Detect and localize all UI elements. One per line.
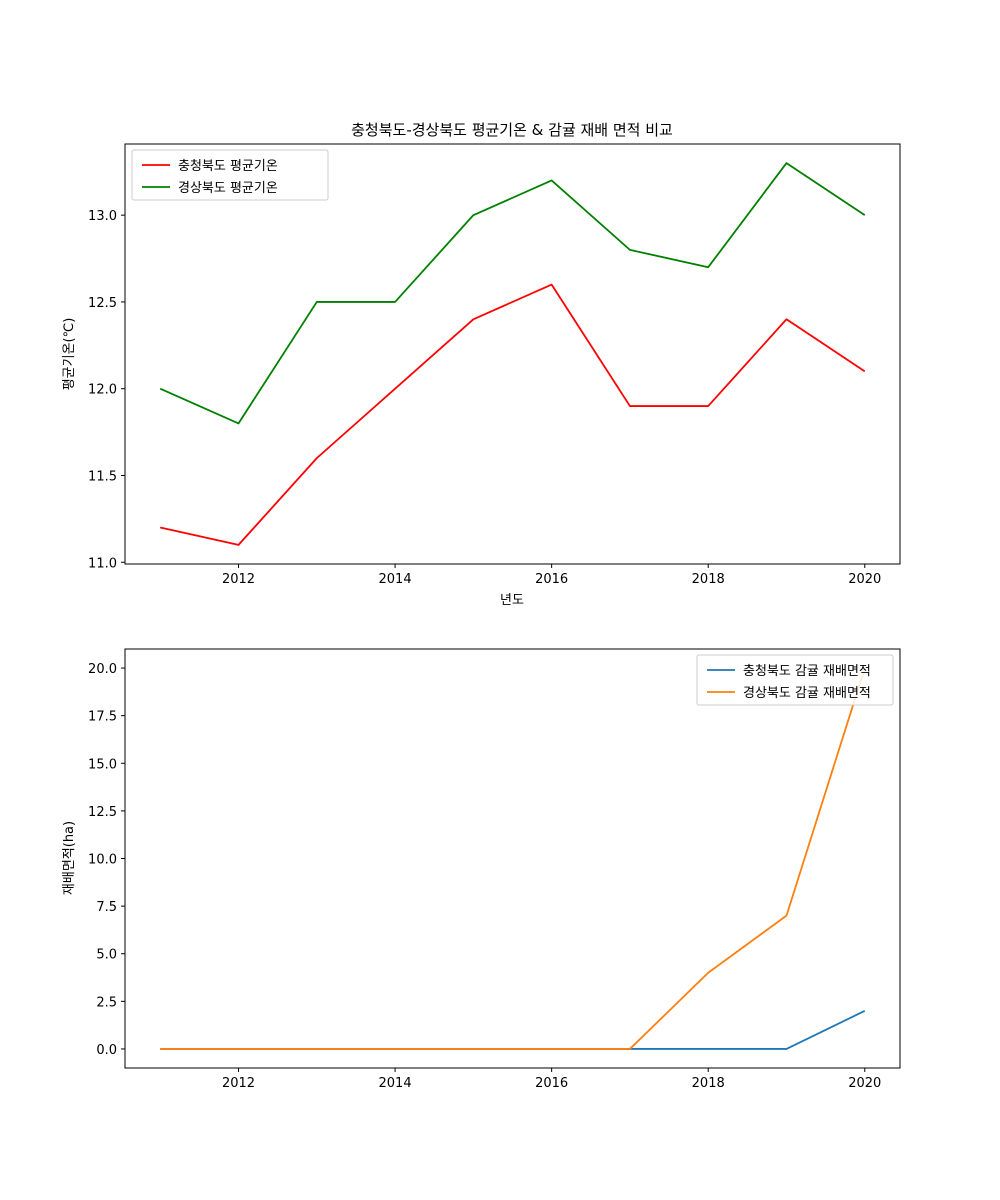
bottom-yticks: 0.0 2.5 5.0 7.5 10.0 12.5 15.0 17.5 20.0 (88, 662, 125, 1058)
top-plot-frame (124, 143, 901, 565)
x-tick-label: 2014 (379, 1076, 412, 1091)
y-tick-label: 2.5 (96, 995, 117, 1010)
legend-label: 경상북도 감귤 재배면적 (743, 686, 871, 701)
bottom-axes: 2012 2014 2016 2018 2020 0.0 2.5 5.0 7.5 10.0 12.… (62, 648, 901, 1091)
y-tick-label: 17.5 (88, 710, 117, 725)
legend-box (131, 149, 329, 201)
x-tick-label: 2018 (692, 1076, 725, 1091)
top-xticks: 2012 2014 2016 2018 2020 (222, 564, 881, 587)
x-tick-label: 2012 (222, 1076, 255, 1091)
y-tick-label: 10.0 (88, 853, 117, 868)
legend-box (696, 654, 894, 706)
series-line (160, 1010, 866, 1050)
x-tick-label: 2016 (535, 1076, 568, 1091)
series-line (160, 667, 866, 1050)
y-tick-label: 13.0 (88, 209, 117, 224)
top-series (159, 162, 866, 546)
x-tick-label: 2012 (222, 572, 255, 587)
top-y-axis-label: 평균기온(℃) (62, 318, 77, 391)
y-tick-label: 12.0 (88, 383, 117, 398)
x-tick-label: 2014 (379, 572, 412, 587)
x-tick-label: 2018 (692, 572, 725, 587)
top-yticks: 11.0 11.5 12.0 12.5 13.0 (88, 209, 125, 571)
series-line (159, 162, 866, 425)
y-tick-label: 12.5 (88, 296, 117, 311)
x-tick-label: 2016 (535, 572, 568, 587)
x-tick-label: 2020 (848, 1076, 881, 1091)
chart-title: 충청북도-경상북도 평균기온 & 감귤 재배 면적 비교 (351, 121, 673, 139)
bottom-y-axis-label: 재배면적(ha) (62, 821, 77, 895)
y-tick-label: 11.5 (88, 469, 117, 484)
series-line (160, 283, 866, 546)
y-tick-label: 5.0 (96, 948, 117, 963)
bottom-series (160, 667, 866, 1050)
legend-label: 충청북도 평균기온 (178, 159, 278, 174)
y-tick-label: 0.0 (96, 1043, 117, 1058)
x-tick-label: 2020 (848, 572, 881, 587)
y-tick-label: 20.0 (88, 662, 117, 677)
legend-label: 경상북도 평균기온 (178, 181, 278, 196)
top-axes: 2012 2014 2016 2018 2020 11.0 11.5 12.0 12.5 13.… (62, 143, 901, 608)
y-tick-label: 15.0 (88, 757, 117, 772)
top-x-axis-label: 년도 (500, 593, 524, 608)
y-tick-label: 12.5 (88, 805, 117, 820)
y-tick-label: 7.5 (96, 900, 117, 915)
y-tick-label: 11.0 (88, 556, 117, 571)
bottom-xticks: 2012 2014 2016 2018 2020 (222, 1068, 881, 1091)
bottom-plot-frame (124, 648, 901, 1069)
legend-label: 충청북도 감귤 재배면적 (743, 664, 871, 679)
